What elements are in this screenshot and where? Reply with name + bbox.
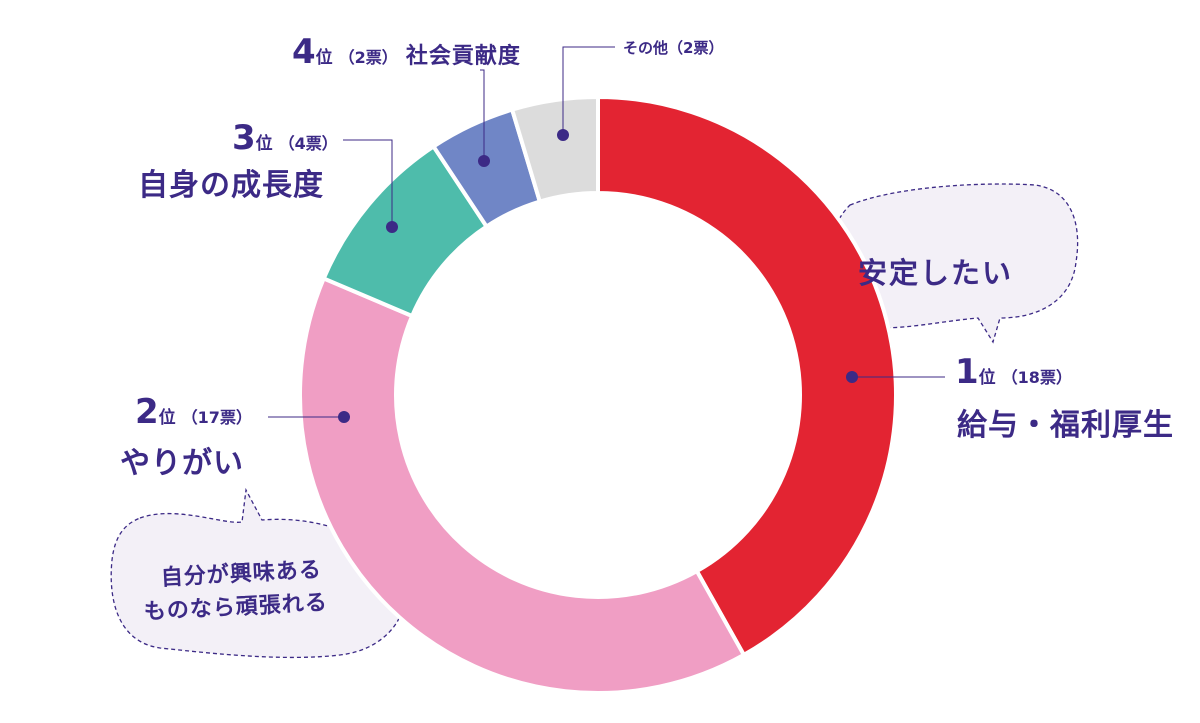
leader-dots	[338, 129, 858, 423]
rank-4-votes: （2票）	[338, 48, 398, 67]
label-other: その他（2票）	[623, 37, 723, 58]
label-rank-3: 3位 （4票）	[232, 118, 338, 158]
rank-4-number: 4	[292, 32, 316, 72]
donut-slice-2	[298, 275, 747, 695]
rank-1-votes: （18票）	[1001, 368, 1072, 387]
category-rank-3: 自身の成長度	[138, 168, 324, 203]
rank-2-number: 2	[135, 392, 159, 432]
rank-3-number: 3	[232, 118, 256, 158]
other-votes: （2票）	[668, 39, 724, 57]
label-rank-1: 1位 （18票）	[955, 352, 1072, 392]
rank-1-suffix: 位	[978, 368, 996, 388]
donut-slice-1	[596, 94, 898, 658]
dot-3	[386, 221, 398, 233]
category-rank-4: 社会貢献度	[405, 44, 521, 69]
dot-5	[557, 129, 569, 141]
rank-2-suffix: 位	[158, 408, 176, 428]
dot-2	[338, 411, 350, 423]
label-rank-4: 4位 （2票） 社会貢献度	[292, 32, 521, 72]
category-other: その他	[623, 39, 669, 57]
annotation-bubble-stability	[825, 183, 1079, 344]
rank-1-number: 1	[955, 352, 979, 392]
rank-3-suffix: 位	[255, 134, 273, 154]
rank-2-votes: （17票）	[181, 408, 252, 427]
label-rank-2: 2位 （17票）	[135, 392, 252, 432]
rank-3-votes: （4票）	[278, 134, 338, 153]
category-rank-1: 給与・福利厚生	[957, 408, 1174, 443]
leader-lines	[268, 46, 945, 418]
dot-1	[846, 371, 858, 383]
category-rank-2: やりがい	[120, 446, 244, 481]
rank-4-suffix: 位	[315, 48, 333, 68]
donut-slices	[298, 94, 898, 695]
dot-4	[478, 155, 490, 167]
donut-slice-5	[509, 94, 600, 205]
annotation-stability-text: 安定したい	[858, 256, 1014, 290]
